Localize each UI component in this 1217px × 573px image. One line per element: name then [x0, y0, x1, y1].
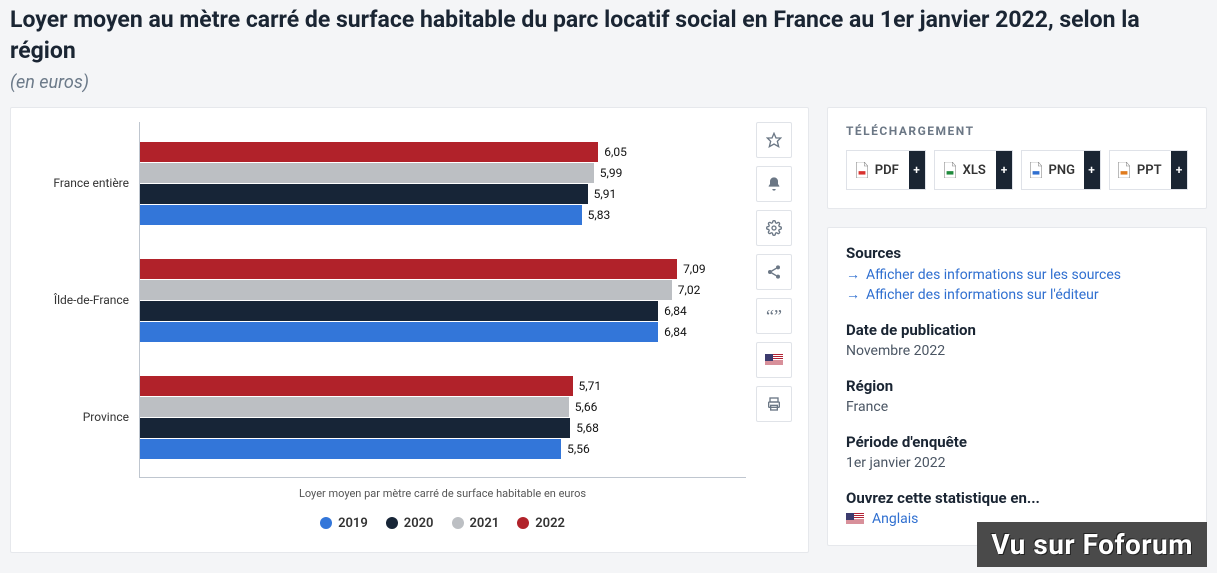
chart-legend: 2019 2020 2021 2022 — [139, 514, 746, 533]
legend-swatch — [452, 517, 464, 529]
pubdate-value: Novembre 2022 — [846, 343, 1188, 359]
bar-value-label: 5,83 — [588, 208, 611, 222]
chart-bar[interactable]: 5,83 — [140, 205, 582, 225]
chart-plot: 6,055,995,915,837,097,026,846,845,715,66… — [139, 122, 746, 478]
bar-value-label: 5,68 — [576, 421, 599, 435]
region-heading: Région — [846, 377, 1188, 395]
legend-item[interactable]: 2020 — [386, 516, 434, 531]
download-png-button[interactable]: PNG + — [1021, 150, 1101, 190]
legend-label: 2019 — [338, 516, 368, 531]
bar-value-label: 6,05 — [604, 145, 627, 159]
cite-icon[interactable]: “” — [756, 298, 792, 334]
legend-swatch — [320, 517, 332, 529]
period-heading: Période d'enquête — [846, 433, 1188, 451]
arrow-right-icon: → — [846, 266, 860, 283]
chart-bar[interactable]: 7,09 — [140, 259, 677, 279]
page-subtitle: (en euros) — [10, 72, 1207, 93]
flag-us-icon — [846, 513, 864, 525]
y-axis-label: France entière — [53, 176, 129, 190]
download-title: TÉLÉCHARGEMENT — [846, 124, 1188, 138]
download-label: PPT — [1137, 163, 1162, 178]
chart-bar[interactable]: 5,56 — [140, 439, 561, 459]
notify-icon[interactable] — [756, 166, 792, 202]
pubdate-heading: Date de publication — [846, 321, 1188, 339]
legend-item[interactable]: 2019 — [320, 516, 368, 531]
download-xls-button[interactable]: XLS + — [934, 150, 1014, 190]
bar-value-label: 7,02 — [678, 283, 701, 297]
chart-bar[interactable]: 7,02 — [140, 280, 672, 300]
chart-bar[interactable]: 6,84 — [140, 301, 658, 321]
settings-icon[interactable] — [756, 210, 792, 246]
bar-value-label: 5,56 — [567, 442, 590, 456]
share-icon[interactable] — [756, 254, 792, 290]
bar-value-label: 5,99 — [600, 166, 623, 180]
chart-bar[interactable]: 5,66 — [140, 397, 569, 417]
legend-label: 2021 — [470, 516, 500, 531]
meta-panel: Sources → Afficher des informations sur l… — [827, 227, 1207, 546]
plus-icon: + — [1171, 151, 1187, 189]
legend-item[interactable]: 2021 — [452, 516, 500, 531]
file-icon — [1117, 162, 1131, 178]
download-ppt-button[interactable]: PPT + — [1109, 150, 1189, 190]
bar-value-label: 6,84 — [664, 325, 687, 339]
chart-bar[interactable]: 6,05 — [140, 142, 598, 162]
plus-icon: + — [996, 151, 1012, 189]
lang-icon[interactable] — [756, 342, 792, 378]
bar-value-label: 7,09 — [683, 262, 706, 276]
watermark-overlay: Vu sur Foforum — [977, 522, 1207, 567]
y-axis-label: Province — [83, 410, 129, 424]
y-axis-label: Îlde-de-France — [54, 293, 129, 307]
favorite-icon[interactable] — [756, 122, 792, 158]
page-title: Loyer moyen au mètre carré de surface ha… — [10, 4, 1207, 66]
download-label: PNG — [1049, 163, 1075, 178]
region-value: France — [846, 399, 1188, 415]
file-icon — [1029, 162, 1043, 178]
plus-icon: + — [909, 151, 925, 189]
open-lang-link[interactable]: Anglais — [872, 511, 918, 527]
chart-bar[interactable]: 5,68 — [140, 418, 570, 438]
x-axis-title: Loyer moyen par mètre carré de surface h… — [139, 487, 746, 500]
period-value: 1er janvier 2022 — [846, 455, 1188, 471]
legend-swatch — [517, 517, 529, 529]
chart-bar[interactable]: 5,99 — [140, 163, 594, 183]
source-link-label: Afficher des informations sur l'éditeur — [866, 287, 1099, 303]
chart-toolbar: “” — [756, 122, 800, 542]
file-icon — [943, 162, 957, 178]
chart-area: France entière Îlde-de-France Province 6,0… — [19, 122, 756, 542]
source-link[interactable]: → Afficher des informations sur les sourc… — [846, 266, 1188, 283]
download-panel: TÉLÉCHARGEMENT PDF + XLS + PNG + PPT + — [827, 107, 1207, 209]
arrow-right-icon: → — [846, 286, 860, 303]
legend-item[interactable]: 2022 — [517, 516, 565, 531]
chart-bar[interactable]: 5,91 — [140, 184, 588, 204]
legend-swatch — [386, 517, 398, 529]
source-link-label: Afficher des informations sur les source… — [866, 267, 1121, 283]
download-label: XLS — [963, 163, 986, 178]
chart-bar[interactable]: 6,84 — [140, 322, 658, 342]
chart-card: France entière Îlde-de-France Province 6,0… — [10, 107, 809, 553]
legend-label: 2020 — [404, 516, 434, 531]
bar-value-label: 6,84 — [664, 304, 687, 318]
sources-heading: Sources — [846, 244, 1188, 262]
open-heading: Ouvrez cette statistique en... — [846, 489, 1188, 507]
legend-label: 2022 — [535, 516, 565, 531]
bar-value-label: 5,71 — [579, 379, 602, 393]
bar-value-label: 5,66 — [575, 400, 598, 414]
bar-value-label: 5,91 — [594, 187, 617, 201]
file-icon — [855, 162, 869, 178]
chart-bar[interactable]: 5,71 — [140, 376, 573, 396]
download-label: PDF — [875, 163, 899, 178]
print-icon[interactable] — [756, 386, 792, 422]
source-link[interactable]: → Afficher des informations sur l'éditeur — [846, 286, 1188, 303]
plus-icon: + — [1084, 151, 1100, 189]
download-pdf-button[interactable]: PDF + — [846, 150, 926, 190]
